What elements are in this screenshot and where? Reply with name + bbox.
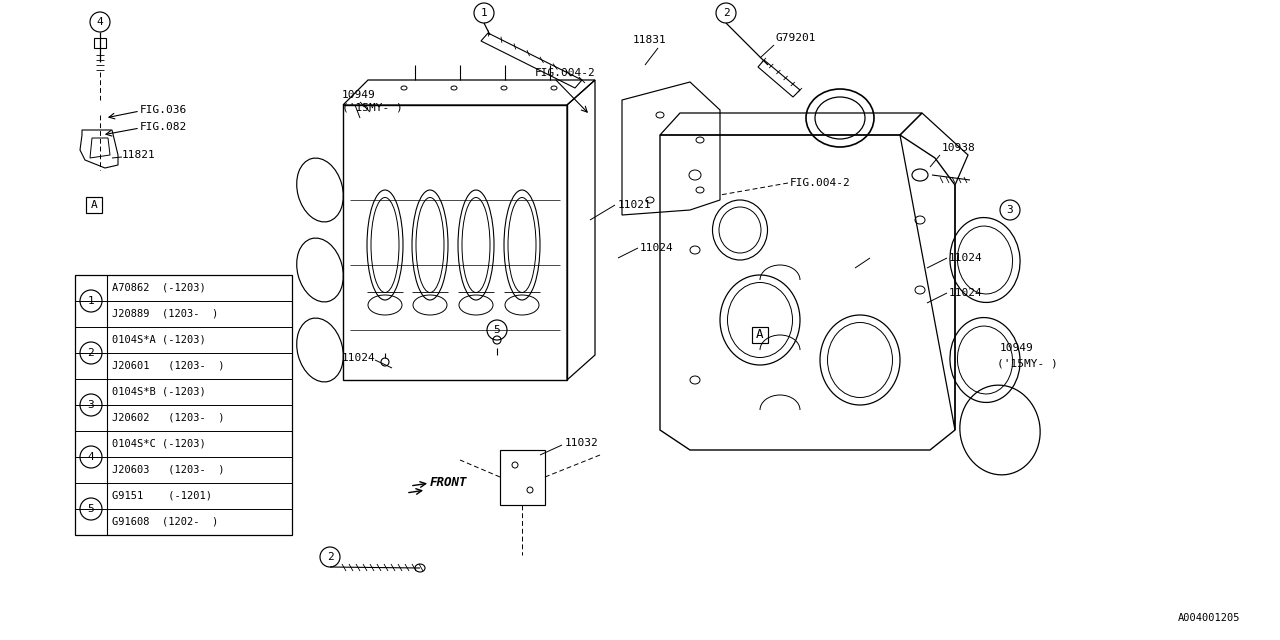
- Text: J20889  (1203-  ): J20889 (1203- ): [113, 309, 219, 319]
- Bar: [93, 38, 106, 48]
- Text: ('15MY- ): ('15MY- ): [997, 358, 1057, 368]
- Text: 11021: 11021: [618, 200, 652, 210]
- Text: 10938: 10938: [942, 143, 975, 153]
- Text: 11831: 11831: [634, 35, 667, 45]
- Text: 4: 4: [87, 452, 95, 462]
- Text: 1: 1: [480, 8, 488, 18]
- Text: ('15MY- ): ('15MY- ): [342, 103, 403, 113]
- Text: 11024: 11024: [948, 288, 983, 298]
- Text: 11024: 11024: [342, 353, 375, 363]
- Text: 3: 3: [1006, 205, 1014, 215]
- Text: A70862  (-1203): A70862 (-1203): [113, 283, 206, 293]
- Text: G91608  (1202-  ): G91608 (1202- ): [113, 517, 219, 527]
- Bar: [76, 275, 292, 535]
- Text: FIG.082: FIG.082: [140, 122, 187, 132]
- Text: J20602   (1203-  ): J20602 (1203- ): [113, 413, 224, 423]
- Text: FIG.004-2: FIG.004-2: [790, 178, 851, 188]
- Text: 0104S*B (-1203): 0104S*B (-1203): [113, 387, 206, 397]
- Bar: [753, 327, 768, 343]
- Bar: [86, 197, 102, 213]
- Text: FRONT: FRONT: [430, 477, 467, 490]
- Text: 10949: 10949: [342, 90, 376, 100]
- Text: 4: 4: [96, 17, 104, 27]
- Text: 0104S*A (-1203): 0104S*A (-1203): [113, 335, 206, 345]
- Text: 3: 3: [87, 400, 95, 410]
- Text: 2: 2: [723, 8, 730, 18]
- Text: FIG.036: FIG.036: [140, 105, 187, 115]
- Text: 11032: 11032: [564, 438, 599, 448]
- Text: J20603   (1203-  ): J20603 (1203- ): [113, 465, 224, 475]
- Text: A: A: [756, 328, 764, 342]
- Text: G9151    (-1201): G9151 (-1201): [113, 491, 212, 501]
- Text: A004001205: A004001205: [1178, 613, 1240, 623]
- Text: 11821: 11821: [122, 150, 156, 160]
- Text: A: A: [91, 200, 97, 210]
- Text: 5: 5: [87, 504, 95, 514]
- Text: 10949: 10949: [1000, 343, 1034, 353]
- Text: 0104S*C (-1203): 0104S*C (-1203): [113, 439, 206, 449]
- Text: J20601   (1203-  ): J20601 (1203- ): [113, 361, 224, 371]
- Text: 11024: 11024: [640, 243, 673, 253]
- Text: 5: 5: [494, 325, 500, 335]
- Text: 2: 2: [326, 552, 333, 562]
- Text: FIG.004-2: FIG.004-2: [535, 68, 595, 78]
- Text: 2: 2: [87, 348, 95, 358]
- Text: 11024: 11024: [948, 253, 983, 263]
- Text: G79201: G79201: [774, 33, 815, 43]
- Text: 1: 1: [87, 296, 95, 306]
